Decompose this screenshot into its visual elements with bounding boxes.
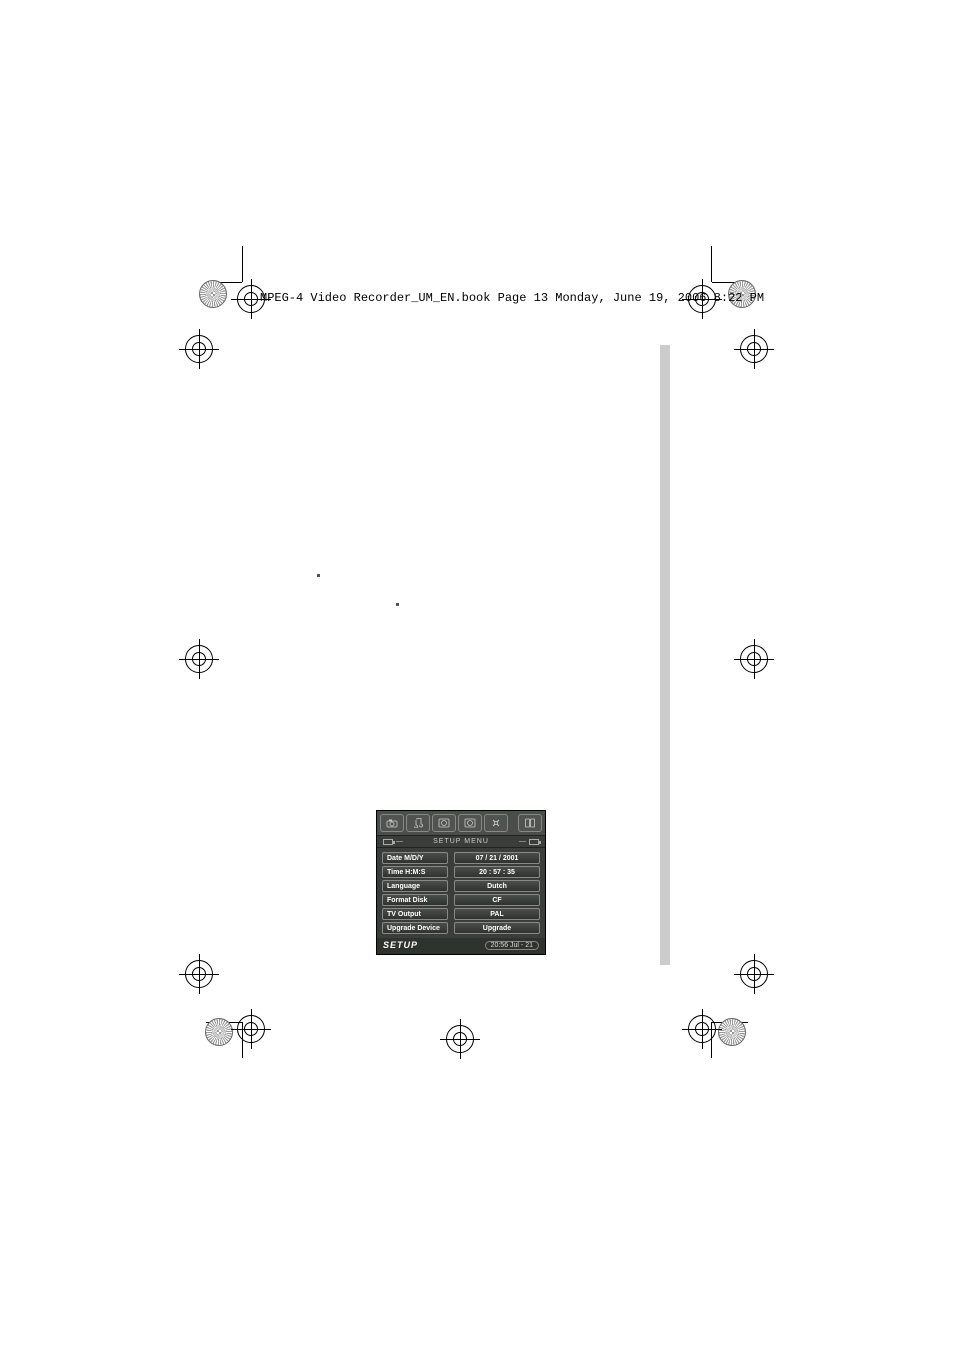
- menu-label: Date M/D/Y: [382, 852, 448, 864]
- settings-icon: [484, 814, 508, 832]
- menu-value: Upgrade: [454, 922, 540, 934]
- menu-value: 20 : 57 : 35: [454, 866, 540, 878]
- registration-mark: [740, 335, 768, 363]
- menu-body: Date M/D/Y 07 / 21 / 2001 Time H:M:S 20 …: [377, 848, 545, 938]
- menu-label: TV Output: [382, 908, 448, 920]
- footer-timestamp: 20:56 Jul - 21: [485, 941, 539, 950]
- menu-value: Dutch: [454, 880, 540, 892]
- artifact-dot: [396, 603, 399, 606]
- artifact-dot: [317, 574, 320, 577]
- menu-label: Upgrade Device: [382, 922, 448, 934]
- menu-row: Upgrade Device Upgrade: [382, 922, 540, 934]
- menu-row: Format Disk CF: [382, 894, 540, 906]
- camera-icon: [380, 814, 404, 832]
- registration-mark: [446, 1025, 474, 1053]
- menu-value: 07 / 21 / 2001: [454, 852, 540, 864]
- disc1-icon: [432, 814, 456, 832]
- starburst-mark: [205, 1018, 233, 1046]
- setup-menu-screenshot: — SETUP MENU — Date M/D/Y 07 / 21 / 2001…: [376, 810, 546, 955]
- registration-mark: [740, 960, 768, 988]
- page-header-text: MPEG-4 Video Recorder_UM_EN.book Page 13…: [260, 291, 764, 305]
- battery-icon-left: [383, 839, 393, 845]
- crop-mark: [711, 246, 712, 282]
- music-icon: [406, 814, 430, 832]
- starburst-mark: [718, 1018, 746, 1046]
- menu-footer: SETUP 20:56 Jul - 21: [377, 938, 545, 954]
- registration-mark: [185, 645, 213, 673]
- menu-label: Format Disk: [382, 894, 448, 906]
- menu-row: Date M/D/Y 07 / 21 / 2001: [382, 852, 540, 864]
- menu-title: SETUP MENU: [433, 838, 489, 845]
- side-tab-bar: [660, 345, 670, 965]
- registration-mark: [688, 1015, 716, 1043]
- menu-value: CF: [454, 894, 540, 906]
- starburst-mark: [199, 280, 227, 308]
- footer-mode-label: SETUP: [383, 940, 418, 950]
- menu-row: TV Output PAL: [382, 908, 540, 920]
- registration-mark: [237, 1015, 265, 1043]
- mode-icon-row: [377, 811, 545, 835]
- menu-row: Time H:M:S 20 : 57 : 35: [382, 866, 540, 878]
- registration-mark: [185, 960, 213, 988]
- menu-label: Time H:M:S: [382, 866, 448, 878]
- menu-title-bar: — SETUP MENU —: [377, 835, 545, 848]
- crop-mark: [242, 246, 243, 282]
- menu-row: Language Dutch: [382, 880, 540, 892]
- registration-mark: [185, 335, 213, 363]
- battery-icon-right: [529, 839, 539, 845]
- disc2-icon: [458, 814, 482, 832]
- card-icon: [518, 814, 542, 832]
- menu-label: Language: [382, 880, 448, 892]
- registration-mark: [740, 645, 768, 673]
- menu-value: PAL: [454, 908, 540, 920]
